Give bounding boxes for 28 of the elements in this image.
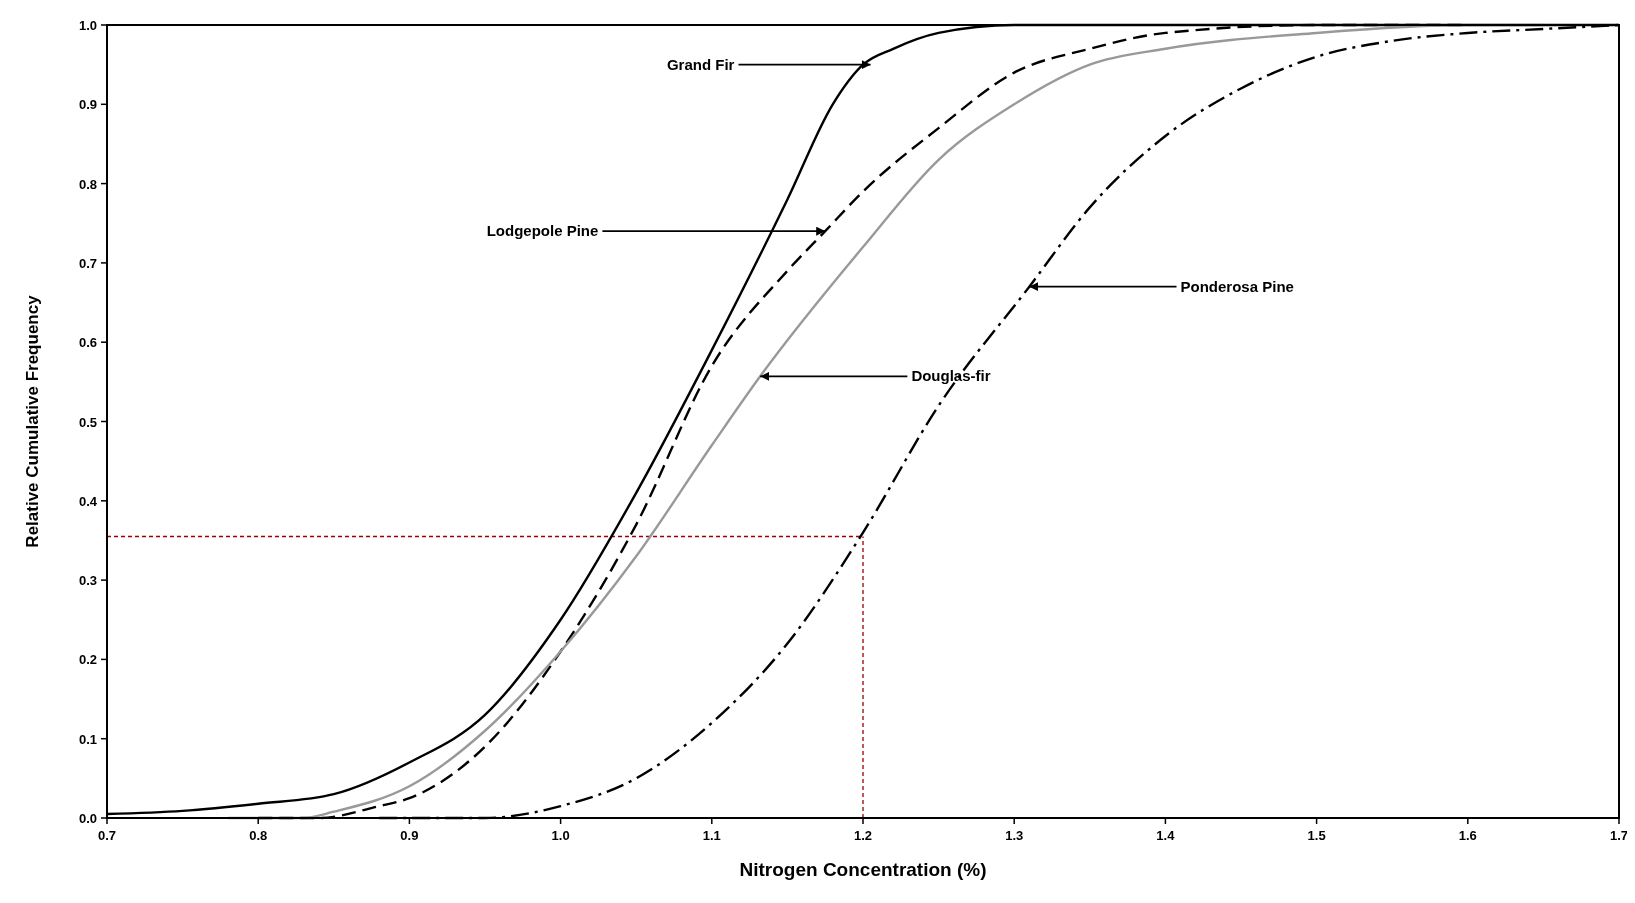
y-tick-label: 0.3	[78, 573, 97, 589]
x-tick-label: 1.6	[1458, 828, 1477, 843]
annotation: Grand Fir	[666, 55, 735, 73]
y-tick-label: 0.5	[78, 414, 97, 430]
y-tick-label: 0.0	[78, 811, 97, 826]
y-tick-label: 0.4	[78, 493, 98, 509]
x-tick-label: 1.5	[1307, 828, 1326, 843]
y-tick-label: 0.8	[78, 176, 97, 192]
y-tick-label: 0.6	[78, 335, 97, 351]
x-tick-label: 1.1	[702, 828, 721, 843]
x-tick-label: 0.9	[400, 828, 419, 843]
x-tick-label: 0.7	[97, 828, 117, 843]
y-tick-label: 0.7	[78, 255, 97, 271]
y-tick-label: 0.2	[78, 652, 97, 668]
x-tick-label: 1.7	[1609, 828, 1629, 843]
y-axis-title: Relative Cumulative Frequency	[23, 294, 42, 548]
x-tick-label: 1.3	[1005, 828, 1024, 843]
y-tick-label: 0.9	[78, 97, 97, 113]
x-tick-label: 0.8	[249, 828, 268, 843]
y-tick-label: 1.0	[78, 18, 97, 33]
x-tick-label: 1.0	[551, 828, 570, 843]
x-tick-label: 1.4	[1156, 828, 1176, 843]
x-tick-label: 1.2	[853, 828, 873, 843]
x-axis-title: Nitrogen Concentration (%)	[739, 859, 987, 880]
annotation: Lodgepole Pine	[486, 222, 599, 240]
annotation: Ponderosa Pine	[1180, 277, 1294, 295]
y-tick-label: 0.1	[78, 731, 97, 747]
annotation: Douglas-fir	[911, 367, 991, 385]
